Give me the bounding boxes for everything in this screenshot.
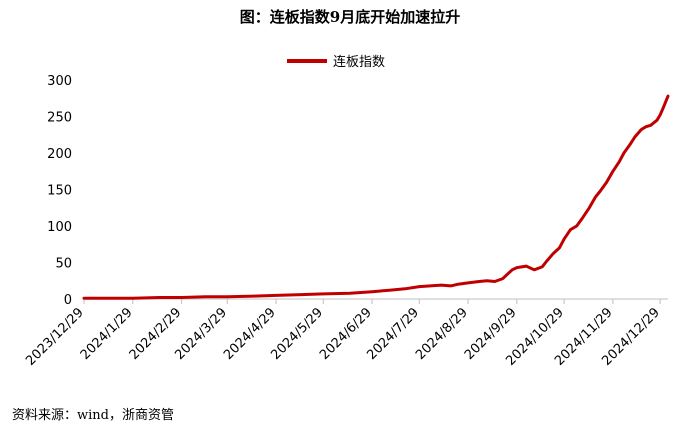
chart-title: 图：连板指数9月底开始加速拉升 [239,8,461,26]
y-tick-label: 300 [47,74,72,89]
y-tick-label: 150 [47,184,72,199]
y-tick-label: 0 [64,293,72,308]
legend: 连板指数 [287,54,385,70]
y-tick-label: 50 [55,257,72,272]
y-tick-label: 250 [47,111,72,126]
x-axis [83,298,668,304]
series-line-lianban-index [82,94,670,300]
x-tick-label: 2024/5/29 [268,305,326,363]
x-axis-labels: 2023/12/292024/1/292024/2/292024/3/29202… [23,305,663,369]
y-tick-label: 200 [47,147,72,162]
y-axis-labels: 0 50 100 150 200 250 300 [47,74,72,308]
legend-label: 连板指数 [333,54,385,70]
x-tick-label: 2024/1/29 [78,305,136,363]
series-layer [82,94,670,300]
y-tick-label: 100 [47,220,72,235]
x-tick-label: 2024/7/29 [364,305,422,363]
x-tick-label: 2023/12/29 [23,305,87,369]
source-note: 资料来源：wind，浙商资管 [12,408,174,423]
x-tick-label: 2024/8/29 [413,305,471,363]
